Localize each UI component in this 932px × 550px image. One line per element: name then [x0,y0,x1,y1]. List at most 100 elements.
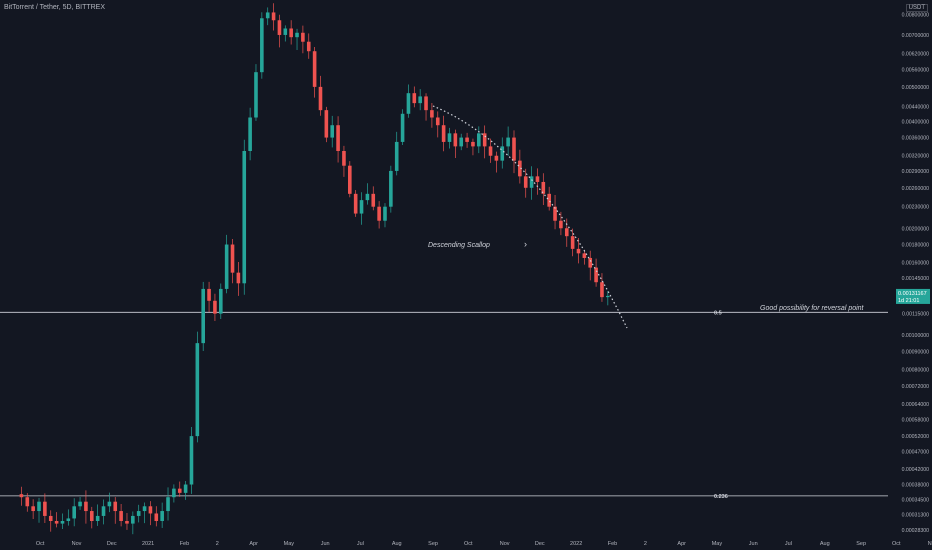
candle-body [371,193,376,207]
candle-body [260,18,264,73]
time-tick-label: Feb [608,541,617,547]
candle-body [477,133,481,147]
time-tick-label: 2022 [570,541,582,547]
price-tick-label: 0.00145000 [902,276,930,282]
time-tick-label: Jul [357,541,364,547]
candle-body [101,506,106,516]
candle-body [465,137,469,142]
candle-body [348,165,352,194]
price-tick-label: 0.00180000 [902,243,930,249]
symbol-title: BitTorrent / Tether, 5D, BITTREX [4,4,106,11]
candle-body [131,515,135,524]
candle-body [564,228,569,237]
time-tick-label: Jul [785,541,792,547]
price-tick-label: 0.00200000 [902,226,930,232]
candle-body [72,506,76,519]
time-tick-label: Nov [928,541,932,547]
price-tick-label: 0.00058000 [902,417,930,423]
price-tick-label: 0.00064000 [902,402,930,408]
candle-body [576,248,581,254]
candle-body [119,511,123,521]
price-tick-label: 0.00560000 [902,67,930,73]
candle-body [518,160,522,177]
candle-body [559,220,563,229]
candle-body [582,253,587,258]
candle-body [342,150,346,166]
candle-body [606,295,610,298]
price-axis[interactable]: 0.00800000 0.00700000 0.00620000 0.00560000… [902,12,930,534]
candle-body [494,155,499,161]
time-tick-label: Apr [249,541,258,547]
scallop-curve [432,105,628,329]
candle-body [594,267,598,283]
candle-body [60,520,65,524]
currency-badge[interactable]: USDT [905,4,928,12]
candle-body [25,497,30,507]
candle-body [330,125,335,138]
time-tick-label: Sep [856,541,866,547]
time-tick-label: Oct [36,541,45,547]
candle-body [283,28,288,35]
candle-body [359,200,364,214]
candle-body [289,28,293,38]
candle-body [406,93,411,114]
price-tick-label: 0.00047000 [902,450,930,456]
price-tick-label: 0.00038000 [902,483,930,489]
time-tick-label: Apr [677,541,686,547]
candle-body [318,86,323,111]
candle-body [441,125,446,142]
candle-body [195,343,200,437]
time-axis[interactable]: Oct Nov Dec 2021 Feb 2 Apr May Jun Jul Aug Sep Oct No… [36,541,932,547]
candle-body [471,141,475,147]
candle-body [312,51,317,87]
descending-scallop-arrow-icon: › [524,239,527,249]
candle-body [84,501,88,512]
candle-body [570,236,575,249]
price-tick-label: 0.00360000 [902,136,930,142]
candle-body [31,506,35,512]
time-tick-label: 2021 [142,541,154,547]
candle-body [512,137,516,161]
candle-body [453,133,458,147]
candle-body [459,137,464,147]
time-tick-label: Aug [820,541,830,547]
price-tick-label: 0.00160000 [902,261,930,267]
candle-body [301,32,305,42]
price-tick-label: 0.00800000 [902,12,930,18]
time-tick-label: Dec [535,541,545,547]
fib-lines: 0.5 0.236 [0,310,888,500]
candle-countdown: 1d 21:01 [898,298,919,304]
candle-body [224,244,229,289]
fib-level-label: 0.236 [714,494,728,500]
candle-body [78,501,82,507]
candle-body [295,32,299,38]
time-tick-label: May [284,541,295,547]
candle-body [160,511,164,521]
candle-body [166,497,170,512]
candle-body [148,506,153,514]
price-tick-label: 0.00260000 [902,186,930,192]
candle-body [553,206,557,221]
descending-scallop-label: Descending Scallop [428,242,490,249]
candle-body [547,193,551,207]
candle-body [136,511,141,516]
candle-body [400,113,405,142]
price-tick-label: 0.00042000 [902,467,930,473]
candle-body [324,110,329,138]
price-tick-label: 0.00072000 [902,384,930,390]
price-tick-label: 0.00034500 [902,497,930,503]
time-tick-label: 2 [216,541,219,547]
candle-body [107,501,112,507]
last-price-value: 0.00131167 [898,291,927,297]
price-tick-label: 0.00290000 [902,169,930,175]
candle-body [588,257,593,268]
price-tick-label: 0.00090000 [902,349,930,355]
candle-body [535,176,540,182]
candle-body [353,193,358,214]
candle-body [277,20,282,35]
candle-body [189,436,194,485]
price-tick-label: 0.00700000 [902,33,930,39]
candle-body [172,488,176,498]
price-tick-label: 0.00028300 [902,528,930,534]
